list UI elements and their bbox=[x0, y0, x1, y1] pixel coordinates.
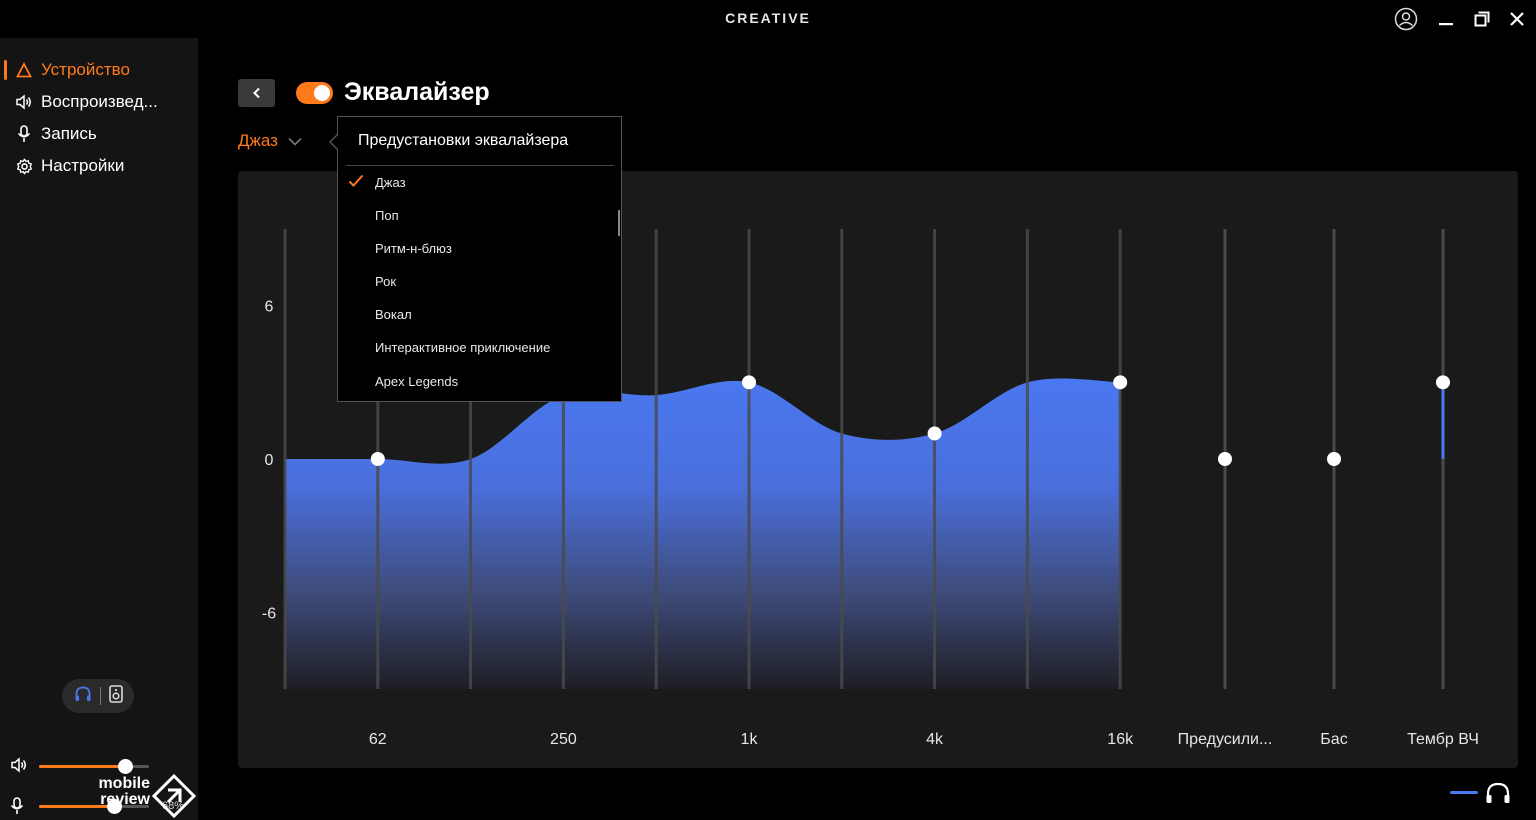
sidebar-item-playback[interactable]: Воспроизвед... bbox=[0, 88, 198, 116]
preset-select-value: Джаз bbox=[238, 131, 278, 150]
sidebar-item-label: Настройки bbox=[41, 156, 125, 175]
eq-band-knob-4k[interactable] bbox=[927, 426, 942, 441]
eq-band-label: 16k bbox=[1107, 731, 1134, 748]
speaker-box-icon[interactable] bbox=[108, 684, 123, 708]
sidebar-item-settings[interactable]: Настройки bbox=[0, 152, 198, 180]
dropdown-title: Предустановки эквалайзера bbox=[358, 132, 569, 149]
watermark: mobile review bbox=[86, 773, 197, 820]
extra-slider-label: Предусили... bbox=[1178, 731, 1273, 748]
preset-dropdown: Предустановки эквалайзера Джаз Поп Ритм-… bbox=[329, 116, 622, 402]
preset-option-label: Ритм-н-блюз bbox=[375, 240, 452, 256]
toggle-knob bbox=[314, 85, 330, 101]
preset-option-label: Поп bbox=[375, 207, 399, 223]
sidebar-item-device[interactable]: Устройство bbox=[0, 56, 198, 84]
dropdown-scrollbar[interactable] bbox=[618, 210, 620, 236]
sidebar-item-recording[interactable]: Запись bbox=[0, 120, 198, 148]
eq-band-knob-1k[interactable] bbox=[742, 375, 756, 390]
extra-slider-knob[interactable] bbox=[1436, 375, 1450, 390]
mic-volume-slider[interactable]: 68% bbox=[8, 796, 198, 816]
eq-band-label: 1k bbox=[741, 731, 759, 748]
checkmark-icon bbox=[348, 174, 364, 191]
mic-volume-fill bbox=[39, 805, 114, 808]
eq-response-area bbox=[285, 378, 1121, 689]
headphones-icon bbox=[1486, 782, 1510, 803]
preset-option-jazz[interactable]: Джаз bbox=[338, 171, 618, 193]
chevron-down-icon bbox=[288, 137, 302, 146]
watermark-text: mobile review bbox=[86, 776, 150, 808]
extra-slider-knob[interactable] bbox=[1218, 452, 1232, 466]
extra-slider-knob[interactable] bbox=[1327, 452, 1341, 466]
preset-option-rock[interactable]: Рок bbox=[338, 270, 618, 292]
toggle-separator bbox=[99, 687, 101, 705]
close-icon[interactable] bbox=[1503, 6, 1531, 32]
preset-option-pop[interactable]: Поп bbox=[338, 204, 618, 226]
dropdown-divider bbox=[346, 165, 614, 166]
preset-option-apex-legends[interactable]: Apex Legends bbox=[338, 370, 618, 392]
sidebar-item-label: Запись bbox=[41, 124, 97, 143]
dropdown-caret bbox=[329, 133, 339, 151]
eq-band-label: 250 bbox=[550, 731, 577, 748]
mic-volume-track[interactable] bbox=[39, 799, 149, 814]
eq-band-label: 62 bbox=[369, 731, 387, 748]
account-icon[interactable] bbox=[1392, 6, 1420, 32]
headphones-icon[interactable] bbox=[74, 685, 92, 708]
eq-y-tick-label: 6 bbox=[265, 299, 274, 316]
extra-slider-label: Бас bbox=[1320, 731, 1347, 748]
preset-option-vocal[interactable]: Вокал bbox=[338, 303, 618, 325]
output-device-toggle[interactable] bbox=[62, 679, 134, 713]
watermark-line1: mobile bbox=[98, 775, 150, 792]
preset-option-rnb[interactable]: Ритм-н-блюз bbox=[338, 237, 618, 259]
watermark-line2: review bbox=[100, 791, 150, 808]
equalizer-enable-toggle[interactable] bbox=[296, 82, 333, 104]
speaker-icon bbox=[13, 94, 35, 110]
eq-band-knob-16k[interactable] bbox=[1113, 375, 1128, 390]
chevron-left-icon bbox=[252, 87, 260, 99]
eq-y-tick-label: -6 bbox=[262, 605, 276, 622]
active-indicator bbox=[4, 60, 7, 80]
speaker-icon bbox=[10, 757, 28, 778]
preset-select[interactable]: Джаз bbox=[238, 131, 302, 151]
mic-volume-knob[interactable] bbox=[106, 799, 122, 814]
gear-icon bbox=[13, 158, 35, 175]
preset-option-label: Apex Legends bbox=[375, 373, 459, 389]
title-bar: CREATIVE bbox=[0, 0, 1536, 38]
playback-volume-slider[interactable] bbox=[8, 756, 198, 776]
extra-slider-label: Тембр ВЧ bbox=[1407, 731, 1479, 748]
microphone-icon bbox=[13, 125, 35, 143]
watermark-logo-icon bbox=[151, 773, 197, 820]
equalizer-graph[interactable]: 6 0 -6 62 250 1k 4k 16k Предусили... Бас Тембр ВЧ bbox=[238, 171, 1518, 768]
back-button[interactable] bbox=[238, 79, 275, 107]
eq-band-label: 4k bbox=[926, 731, 944, 748]
sidebar: Устройство Воспроизвед... Запись Настрой… bbox=[0, 38, 198, 820]
device-icon bbox=[13, 62, 35, 78]
microphone-icon bbox=[10, 797, 24, 820]
playback-volume-track[interactable] bbox=[39, 759, 149, 774]
sidebar-item-label: Устройство bbox=[41, 60, 130, 79]
page-title: Эквалайзер bbox=[344, 78, 490, 106]
restore-icon[interactable] bbox=[1468, 6, 1496, 32]
preset-option-label: Интерактивное приключение bbox=[375, 339, 551, 355]
output-mode-indicator[interactable] bbox=[1448, 778, 1510, 808]
playback-volume-fill bbox=[39, 765, 125, 768]
preset-option-label: Рок bbox=[375, 273, 397, 289]
preset-option-label: Джаз bbox=[375, 174, 406, 190]
sidebar-item-label: Воспроизвед... bbox=[41, 92, 158, 111]
preset-option-interactive-adventure[interactable]: Интерактивное приключение bbox=[338, 336, 618, 358]
eq-band-knob-62[interactable] bbox=[370, 452, 385, 466]
playback-volume-knob[interactable] bbox=[117, 759, 133, 774]
brand-logo: CREATIVE bbox=[725, 10, 811, 26]
equalizer-panel: 6 0 -6 62 250 1k 4k 16k Предусили... Бас Тембр ВЧ bbox=[238, 171, 1518, 768]
minimize-icon[interactable] bbox=[1432, 6, 1460, 32]
eq-y-tick-label: 0 bbox=[265, 452, 274, 469]
preset-option-label: Вокал bbox=[375, 306, 412, 322]
